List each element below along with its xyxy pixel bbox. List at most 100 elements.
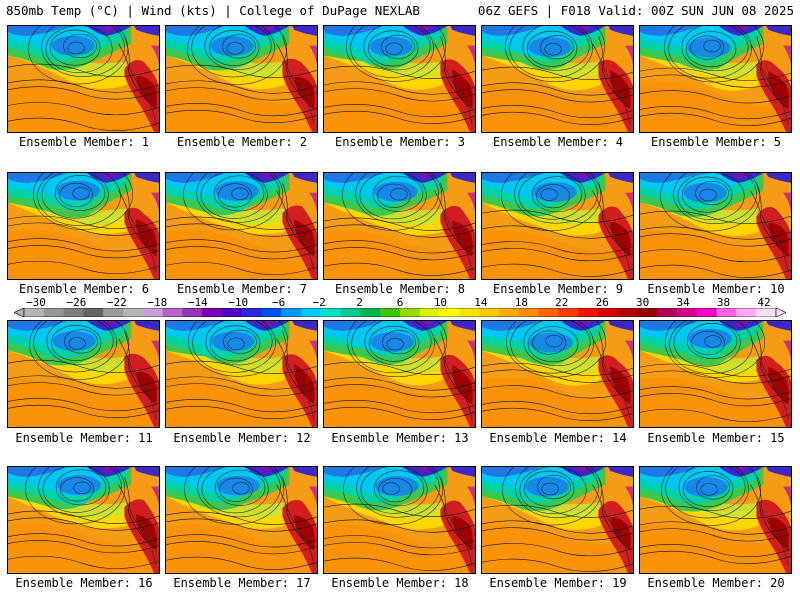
ensemble-member-label: Ensemble Member: 1 [18, 135, 150, 149]
colorbar-swatch [63, 308, 84, 317]
ensemble-member-label: Ensemble Member: 16 [15, 576, 153, 590]
colorbar-swatch [558, 308, 579, 317]
ensemble-map-panel [165, 320, 318, 428]
ensemble-map-panel [323, 25, 476, 133]
ensemble-map-panel [323, 320, 476, 428]
colorbar-swatch [360, 308, 381, 317]
ensemble-member-label: Ensemble Member: 7 [176, 282, 308, 296]
ensemble-member-label: Ensemble Member: 18 [331, 576, 469, 590]
colorbar-swatch [221, 308, 242, 317]
ensemble-map-panel [165, 172, 318, 280]
colorbar-swatch [637, 308, 658, 317]
ensemble-map-panel [639, 320, 792, 428]
colorbar-swatch [142, 308, 163, 317]
colorbar-swatch [617, 308, 638, 317]
ensemble-map-panel [481, 466, 634, 574]
colorbar-left-arrow [14, 308, 25, 317]
ensemble-map-panel [7, 172, 160, 280]
colorbar-swatch [320, 308, 341, 317]
colorbar-swatch [24, 308, 45, 317]
colorbar-tick-label: 34 [676, 296, 690, 309]
ensemble-member-label: Ensemble Member: 14 [489, 431, 627, 445]
model-run-info: 06Z GEFS | F018 Valid: 00Z SUN JUN 08 20… [477, 3, 794, 18]
ensemble-map-panel [323, 466, 476, 574]
ensemble-member-label: Ensemble Member: 17 [173, 576, 311, 590]
ensemble-map-panel [639, 172, 792, 280]
colorbar-tick-label: 6 [396, 296, 404, 309]
ensemble-member-label: Ensemble Member: 9 [492, 282, 624, 296]
colorbar-swatch [43, 308, 64, 317]
ensemble-member-label: Ensemble Member: 20 [647, 576, 785, 590]
colorbar-tick-label: 2 [356, 296, 363, 309]
colorbar-swatch [419, 308, 440, 317]
colorbar-swatch [261, 308, 282, 317]
colorbar-tick-label: 42 [757, 296, 771, 309]
ensemble-map-panel [639, 25, 792, 133]
ensemble-map-panel [7, 320, 160, 428]
ensemble-map-panel [7, 466, 160, 574]
colorbar-swatch [202, 308, 223, 317]
colorbar-tick-label: −6 [272, 296, 286, 309]
ensemble-map-panel [323, 172, 476, 280]
ensemble-map-panel [165, 25, 318, 133]
ensemble-map-panel [639, 466, 792, 574]
colorbar-tick-label: 10 [433, 296, 448, 309]
ensemble-member-label: Ensemble Member: 15 [647, 431, 785, 445]
colorbar-right-arrow [775, 308, 786, 317]
colorbar-tick-label: −18 [147, 296, 168, 309]
colorbar-tick-label: −14 [187, 296, 208, 309]
colorbar-swatch [657, 308, 678, 317]
colorbar-swatch [380, 308, 401, 317]
ensemble-member-label: Ensemble Member: 13 [331, 431, 469, 445]
colorbar-tick-label: 22 [555, 296, 569, 309]
colorbar-swatch [716, 308, 737, 317]
colorbar-swatch [498, 308, 520, 317]
ensemble-member-label: Ensemble Member: 12 [173, 431, 311, 445]
ensemble-map-panel [7, 25, 160, 133]
colorbar-swatch [301, 308, 322, 317]
ensemble-map-panel [481, 25, 634, 133]
colorbar-tick-label: 26 [595, 296, 609, 309]
ensemble-member-label: Ensemble Member: 3 [334, 135, 466, 149]
ensemble-member-label: Ensemble Member: 5 [650, 135, 782, 149]
colorbar-tick-label: −2 [312, 296, 326, 309]
colorbar-tick-label: −22 [106, 296, 127, 309]
ensemble-map-panel [481, 320, 634, 428]
ensemble-member-label: Ensemble Member: 2 [176, 135, 308, 149]
colorbar-tick-label: 14 [474, 296, 488, 309]
ensemble-member-label: Ensemble Member: 6 [18, 282, 150, 296]
colorbar-swatch [538, 308, 559, 317]
ensemble-map-panel [481, 172, 634, 280]
colorbar-swatch [241, 308, 262, 317]
ensemble-member-label: Ensemble Member: 11 [15, 431, 153, 445]
colorbar-swatch [182, 308, 203, 317]
ensemble-member-label: Ensemble Member: 10 [647, 282, 785, 296]
colorbar-tick-label: −26 [66, 296, 87, 309]
colorbar-swatch [479, 308, 500, 317]
colorbar-swatch [597, 308, 618, 317]
chart-title: 850mb Temp (°C) | Wind (kts) | College o… [6, 3, 420, 18]
colorbar-tick-label: 18 [514, 296, 528, 309]
colorbar-swatch [756, 308, 777, 317]
colorbar-swatch [103, 308, 124, 317]
temperature-colorbar [14, 308, 786, 317]
colorbar-tick-label: −10 [228, 296, 249, 309]
colorbar-swatch [518, 308, 539, 317]
colorbar-swatch [162, 308, 183, 317]
colorbar-swatch [696, 308, 717, 317]
colorbar-swatch [736, 308, 757, 317]
ensemble-member-label: Ensemble Member: 4 [492, 135, 624, 149]
colorbar-swatch [340, 308, 361, 317]
colorbar-swatch [281, 308, 302, 317]
colorbar-swatch [83, 308, 104, 317]
colorbar-tick-label: 30 [636, 296, 650, 309]
colorbar-tick-label: −30 [26, 296, 46, 309]
colorbar-tick-label: 38 [716, 296, 731, 309]
colorbar-swatch [677, 308, 698, 317]
colorbar-swatch [459, 308, 480, 317]
ensemble-member-label: Ensemble Member: 19 [489, 576, 627, 590]
colorbar-swatch [578, 308, 599, 317]
ensemble-member-label: Ensemble Member: 8 [334, 282, 466, 296]
colorbar-swatch [439, 308, 460, 317]
colorbar-swatch [122, 308, 144, 317]
